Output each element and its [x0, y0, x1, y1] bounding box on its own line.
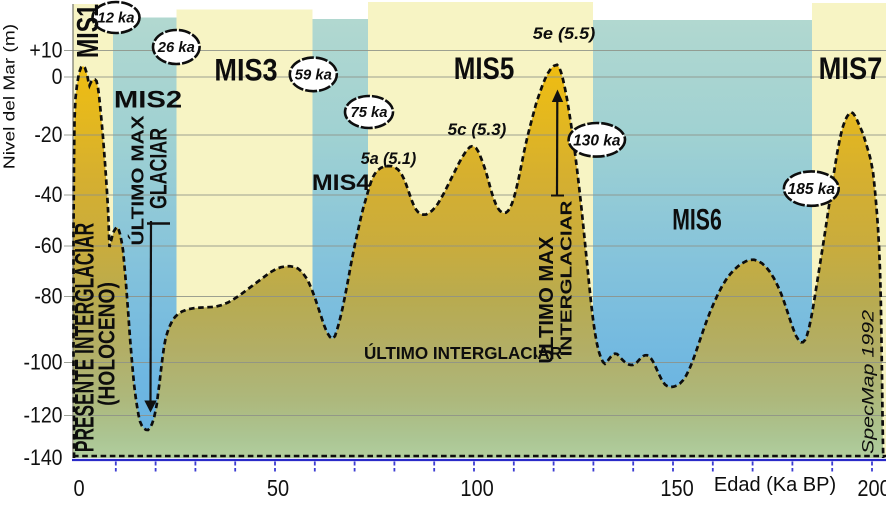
svg-text:-120: -120 [23, 403, 62, 427]
svg-text:MIS1: MIS1 [69, 4, 104, 58]
svg-text:5a (5.1): 5a (5.1) [361, 149, 417, 169]
svg-text:185 ka: 185 ka [788, 181, 836, 198]
svg-text:5e (5.5): 5e (5.5) [533, 24, 596, 43]
svg-text:5c (5.3): 5c (5.3) [448, 120, 507, 139]
svg-text:MIS6: MIS6 [672, 202, 721, 237]
svg-text:GLACIAR: GLACIAR [145, 128, 172, 209]
svg-text:150: 150 [660, 475, 693, 502]
svg-text:-100: -100 [23, 350, 62, 374]
svg-text:100: 100 [460, 475, 493, 502]
svg-text:(HOLOCENO): (HOLOCENO) [94, 282, 120, 406]
svg-text:75 ka: 75 ka [350, 105, 387, 121]
svg-text:Edad (Ka BP): Edad (Ka BP) [714, 474, 836, 496]
svg-text:-60: -60 [34, 234, 62, 258]
svg-text:50: 50 [267, 475, 289, 502]
svg-text:0: 0 [73, 475, 84, 502]
svg-text:ÚLTIMO MAX: ÚLTIMO MAX [534, 236, 558, 364]
svg-text:+10: +10 [29, 38, 62, 62]
svg-text:INTERGLACIAR: INTERGLACIAR [557, 201, 575, 357]
svg-text:200: 200 [857, 475, 886, 502]
svg-text:MIS5: MIS5 [454, 51, 515, 86]
svg-text:26 ka: 26 ka [157, 40, 195, 56]
svg-text:0: 0 [52, 65, 63, 89]
svg-text:-20: -20 [34, 123, 62, 147]
svg-text:MIS2: MIS2 [114, 86, 182, 113]
svg-text:MIS4: MIS4 [312, 171, 371, 195]
svg-text:-80: -80 [34, 284, 62, 308]
svg-text:MIS7: MIS7 [819, 51, 883, 86]
svg-text:MIS3: MIS3 [214, 53, 277, 88]
svg-text:-40: -40 [34, 183, 62, 207]
svg-text:-140: -140 [23, 446, 62, 470]
svg-text:SpecMap 1992: SpecMap 1992 [859, 310, 877, 454]
svg-text:ÚLTIMO INTERGLACIAR: ÚLTIMO INTERGLACIAR [364, 344, 562, 363]
svg-text:130 ka: 130 ka [573, 132, 621, 149]
svg-text:59 ka: 59 ka [295, 67, 332, 83]
svg-text:Nivel del Mar (m): Nivel del Mar (m) [0, 24, 18, 169]
